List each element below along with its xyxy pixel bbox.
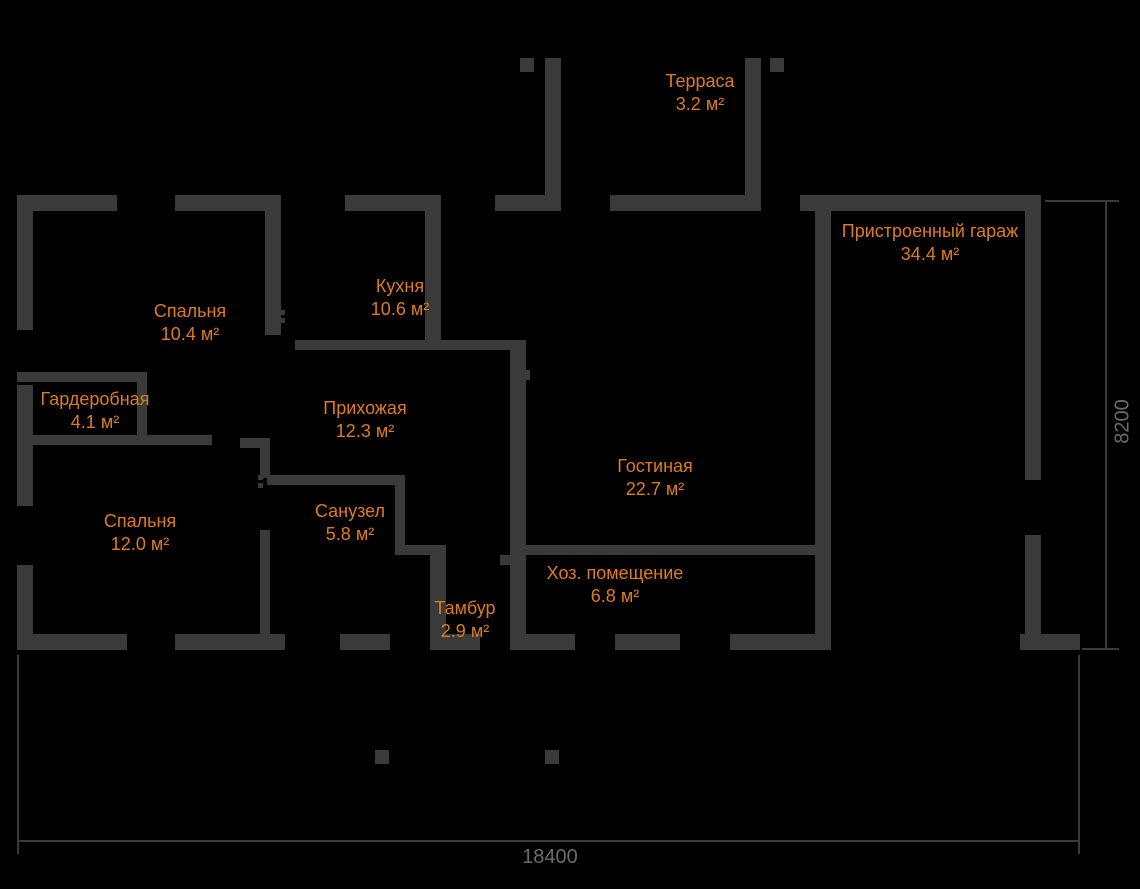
door-hinge-dot xyxy=(258,475,263,480)
wall-segment xyxy=(17,490,33,506)
wall-segment xyxy=(17,195,33,330)
wall-segment xyxy=(1025,535,1041,650)
room-area: 2.9 м² xyxy=(415,620,515,643)
room-area: 4.1 м² xyxy=(30,411,160,434)
room-name: Кухня xyxy=(376,276,424,296)
wall-segment xyxy=(17,634,127,650)
wall-segment xyxy=(260,530,270,650)
wall-segment xyxy=(520,370,530,380)
pillar xyxy=(770,58,784,72)
room-label-bedroom-a: Спальня 10.4 м² xyxy=(130,300,250,345)
wall-segment xyxy=(520,545,820,555)
wall-segment xyxy=(615,634,680,650)
room-label-living: Гостиная 22.7 м² xyxy=(590,455,720,500)
room-area: 3.2 м² xyxy=(640,93,760,116)
dimension-width-value: 18400 xyxy=(500,846,600,869)
wall-segment xyxy=(17,372,147,382)
wall-segment xyxy=(610,195,755,211)
dimension-height-value: 8200 xyxy=(1112,392,1135,452)
room-name: Спальня xyxy=(154,301,226,321)
room-name: Санузел xyxy=(315,501,385,521)
wall-segment xyxy=(545,58,561,211)
door-hinge-dot xyxy=(280,310,285,315)
wall-segment xyxy=(265,195,281,335)
room-label-bedroom-b: Спальня 12.0 м² xyxy=(75,510,205,555)
room-area: 12.0 м² xyxy=(75,533,205,556)
room-area: 10.4 м² xyxy=(130,323,250,346)
room-area: 6.8 м² xyxy=(525,585,705,608)
dimension-ext1 xyxy=(17,655,19,830)
dimension-line xyxy=(17,840,1080,842)
dimension-tick1 xyxy=(17,828,19,854)
wall-segment xyxy=(495,195,550,211)
wall-segment xyxy=(1025,195,1041,480)
wall-segment xyxy=(267,475,397,485)
room-name: Тамбур xyxy=(434,598,495,618)
room-name: Гардеробная xyxy=(41,389,150,409)
wall-segment xyxy=(730,634,831,650)
room-area: 34.4 м² xyxy=(835,243,1025,266)
wall-segment xyxy=(295,340,526,350)
room-name: Терраса xyxy=(665,71,734,91)
wall-segment xyxy=(800,195,1035,211)
wall-segment xyxy=(1020,634,1080,650)
wall-segment xyxy=(500,555,510,565)
pillar xyxy=(520,58,534,72)
room-name: Хоз. помещение xyxy=(547,563,684,583)
room-name: Гостиная xyxy=(617,456,693,476)
wall-segment xyxy=(425,195,441,350)
door-hinge-dot xyxy=(280,318,285,323)
room-label-kitchen: Кухня 10.6 м² xyxy=(350,275,450,320)
room-name: Прихожая xyxy=(323,398,406,418)
room-label-garage: Пристроенный гараж 34.4 м² xyxy=(835,220,1025,265)
room-area: 5.8 м² xyxy=(290,523,410,546)
wall-segment xyxy=(17,435,212,445)
dimension-line xyxy=(1105,200,1107,650)
dimension-ext2 xyxy=(1078,655,1080,830)
wall-segment xyxy=(340,634,390,650)
wall-segment xyxy=(17,565,33,650)
room-label-wardrobe: Гардеробная 4.1 м² xyxy=(30,388,160,433)
wall-segment xyxy=(525,634,575,650)
dimension-ext1 xyxy=(1045,200,1097,202)
room-area: 10.6 м² xyxy=(350,298,450,321)
room-label-vestibule: Тамбур 2.9 м² xyxy=(415,597,515,642)
pillar xyxy=(545,750,559,764)
door-hinge-dot xyxy=(258,483,263,488)
room-label-utility: Хоз. помещение 6.8 м² xyxy=(525,562,705,607)
wall-segment xyxy=(815,195,831,650)
dimension-tick2 xyxy=(1078,828,1080,854)
room-label-bathroom: Санузел 5.8 м² xyxy=(290,500,410,545)
floorplan-canvas: Терраса 3.2 м² Пристроенный гараж 34.4 м… xyxy=(0,0,1140,889)
room-name: Спальня xyxy=(104,511,176,531)
room-label-terrace: Терраса 3.2 м² xyxy=(640,70,760,115)
room-label-hall: Прихожая 12.3 м² xyxy=(300,397,430,442)
room-area: 12.3 м² xyxy=(300,420,430,443)
room-name: Пристроенный гараж xyxy=(842,221,1018,241)
dimension-ext2 xyxy=(1082,648,1097,650)
wall-segment xyxy=(260,438,270,478)
pillar xyxy=(375,750,389,764)
room-area: 22.7 м² xyxy=(590,478,720,501)
